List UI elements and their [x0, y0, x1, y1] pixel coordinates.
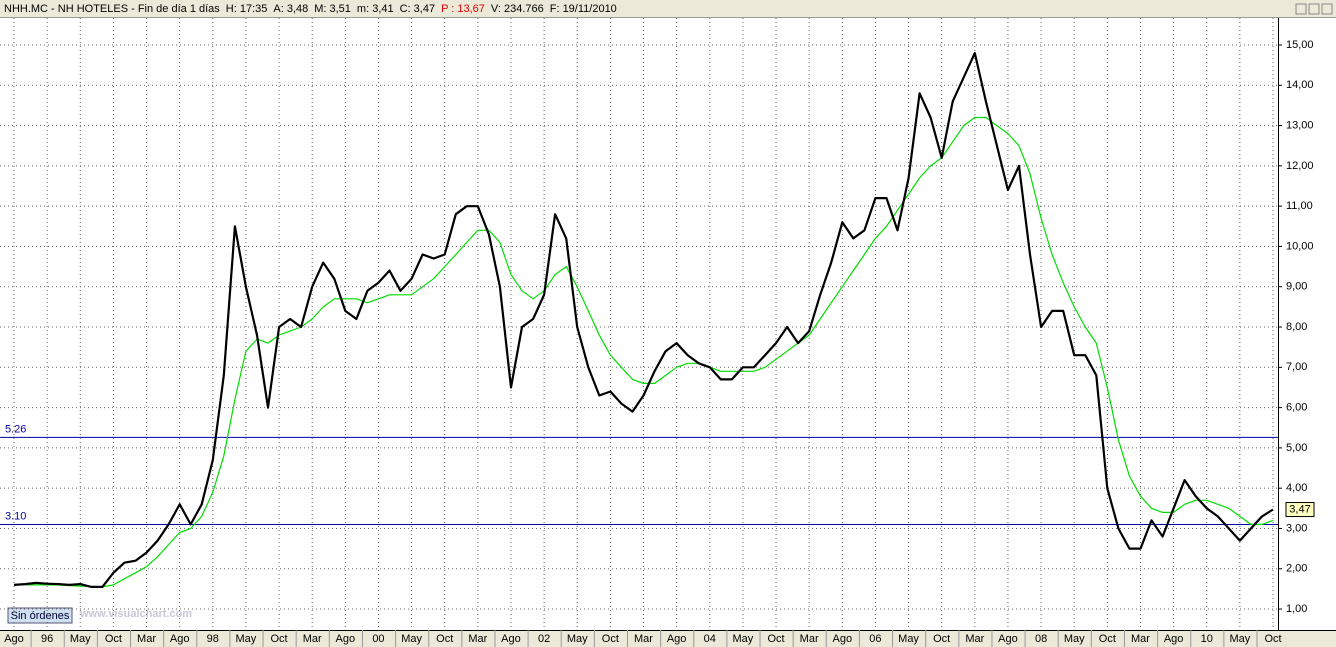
y-tick-label: 14,00 — [1286, 79, 1314, 91]
header-text: C: 3,47 — [400, 3, 435, 15]
y-tick-label: 10,00 — [1286, 240, 1314, 252]
x-tick-label: May — [733, 633, 754, 645]
x-tick-label: 06 — [869, 633, 881, 645]
header-text: V: 234.766 — [491, 3, 544, 15]
y-tick-label: 4,00 — [1286, 482, 1307, 494]
x-tick-label: Ago — [998, 633, 1018, 645]
x-tick-label: Ago — [170, 633, 190, 645]
x-tick-label: 00 — [372, 633, 384, 645]
header-text: A: 3,48 — [273, 3, 308, 15]
x-tick-label: 04 — [704, 633, 716, 645]
x-tick-label: 08 — [1035, 633, 1047, 645]
x-tick-label: May — [567, 633, 588, 645]
x-tick-label: Oct — [270, 633, 287, 645]
header-text: F: 19/11/2010 — [550, 3, 617, 15]
x-tick-label: 02 — [538, 633, 550, 645]
y-tick-label: 1,00 — [1286, 603, 1307, 615]
y-tick-label: 6,00 — [1286, 402, 1307, 414]
support-label: 5.26 — [5, 423, 26, 435]
x-tick-label: May — [1064, 633, 1085, 645]
last-value-label: 3,47 — [1289, 503, 1310, 515]
y-tick-label: 15,00 — [1286, 39, 1314, 51]
x-tick-label: May — [898, 633, 919, 645]
x-tick-label: May — [401, 633, 422, 645]
y-tick-label: 11,00 — [1286, 200, 1313, 212]
y-axis-area — [1278, 18, 1336, 630]
support-label: 3.10 — [5, 510, 26, 522]
x-tick-label: Oct — [602, 633, 619, 645]
min-button[interactable] — [1295, 3, 1307, 15]
moving-average — [14, 116, 1274, 588]
x-tick-label: Oct — [1099, 633, 1116, 645]
orders-button-label: Sin órdenes — [11, 610, 70, 622]
x-tick-label: Mar — [1131, 633, 1150, 645]
y-tick-label: 12,00 — [1286, 160, 1314, 172]
x-tick-label: Oct — [767, 633, 784, 645]
x-tick-label: Ago — [336, 633, 356, 645]
x-tick-label: Mar — [137, 633, 156, 645]
watermark: www.visualchart.com — [79, 608, 192, 620]
y-tick-label: 2,00 — [1286, 563, 1307, 575]
header-text: NHH.MC - NH HOTELES - Fin de día 1 días — [4, 3, 220, 15]
window-buttons — [1295, 3, 1333, 15]
x-tick-label: May — [1229, 633, 1250, 645]
x-tick-label: 96 — [41, 633, 53, 645]
price-line — [13, 52, 1274, 588]
header-text: P : 13,67 — [441, 3, 485, 15]
x-tick-label: Oct — [933, 633, 950, 645]
y-tick-label: 9,00 — [1286, 281, 1307, 293]
x-tick-label: Oct — [436, 633, 453, 645]
x-tick-label: Oct — [105, 633, 122, 645]
x-tick-label: Oct — [1264, 633, 1281, 645]
plot-area — [0, 18, 1278, 630]
y-tick-label: 13,00 — [1286, 119, 1314, 131]
orders-button[interactable] — [7, 607, 73, 624]
x-tick-label: Mar — [303, 633, 322, 645]
x-tick-label: Mar — [965, 633, 984, 645]
x-tick-label: Ago — [4, 633, 24, 645]
header-text: M: 3,51 — [314, 3, 351, 15]
y-tick-label: 7,00 — [1286, 361, 1307, 373]
x-tick-label: Ago — [667, 633, 687, 645]
close-button[interactable] — [1321, 3, 1333, 15]
y-tick-label: 3,00 — [1286, 522, 1307, 534]
header-text: m: 3,41 — [357, 3, 394, 15]
x-tick-label: Mar — [800, 633, 819, 645]
header-bar — [0, 0, 1336, 18]
max-button[interactable] — [1308, 3, 1320, 15]
last-value-box — [1285, 502, 1315, 518]
x-tick-label: Ago — [501, 633, 521, 645]
y-tick-label: 5,00 — [1286, 442, 1307, 454]
x-tick-label: May — [236, 633, 257, 645]
x-tick-label: Mar — [634, 633, 653, 645]
header-text: H: 17:35 — [226, 3, 268, 15]
x-tick-label: 98 — [207, 633, 219, 645]
x-tick-label: Ago — [1164, 633, 1184, 645]
y-tick-label: 8,00 — [1286, 321, 1307, 333]
x-tick-label: Mar — [468, 633, 487, 645]
x-tick-label: May — [70, 633, 91, 645]
x-tick-label: Ago — [833, 633, 853, 645]
x-axis-bar — [0, 630, 1336, 647]
x-tick-label: 10 — [1201, 633, 1213, 645]
